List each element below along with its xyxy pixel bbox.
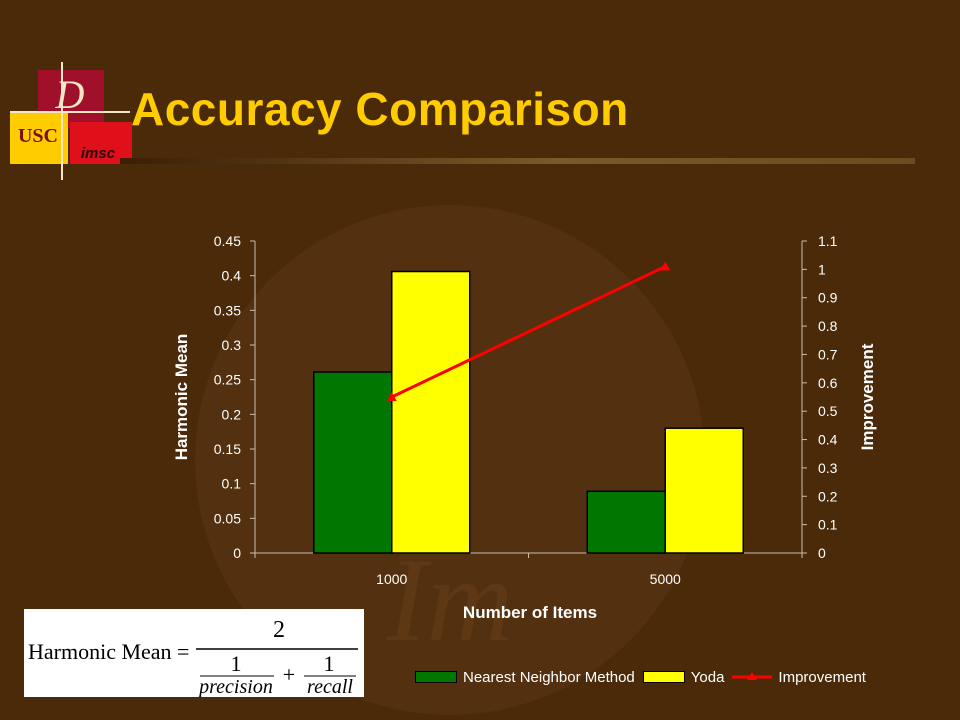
y2-tick-label: 0.9 xyxy=(818,290,838,306)
legend-label-yoda: Yoda xyxy=(690,668,725,686)
bar-nearest-neighbor-method xyxy=(313,371,393,554)
legend-item-improvement: Improvement xyxy=(732,669,866,686)
formula-term1-denominator: precision xyxy=(197,676,273,697)
y2-tick-label: 0.5 xyxy=(818,403,838,419)
usc-imsc-logo: D USC imsc xyxy=(10,62,132,180)
bar-nearest-neighbor-method xyxy=(586,490,666,554)
x-tick-label: 5000 xyxy=(650,571,681,587)
y2-axis-title: Improvement xyxy=(858,343,877,450)
y2-tick-label: 0.7 xyxy=(818,346,838,362)
legend-item-yoda: Yoda xyxy=(642,668,725,686)
slide-title: Accuracy Comparison xyxy=(131,83,629,135)
formula-svg: Harmonic Mean = 2 1 precision + 1 recall xyxy=(28,617,358,698)
axis-text: 0 0.05 0.1 0.15 0.2 0.25 0.3 0.35 0.4 0.45 0 0.1 0.2… xyxy=(172,233,877,622)
formula-lhs: Harmonic Mean = xyxy=(28,639,189,664)
y2-tick-label: 1 xyxy=(818,261,826,277)
y-tick-label: 0.05 xyxy=(214,510,241,526)
x-tick-label: 1000 xyxy=(376,571,407,587)
bars xyxy=(313,270,744,554)
chart-legend: Nearest Neighbor Method Yoda Improvement xyxy=(415,668,874,686)
logo-red-block xyxy=(70,122,132,164)
harmonic-mean-formula: Harmonic Mean = 2 1 precision + 1 recall xyxy=(24,609,364,698)
legend-swatch-yoda xyxy=(642,671,685,683)
legend-label-nearest-neighbor: Nearest Neighbor Method xyxy=(463,668,635,686)
watermark-text: Im xyxy=(386,533,514,666)
improvement-point xyxy=(386,392,397,401)
y-tick-label: 0.45 xyxy=(214,233,241,249)
y-tick-label: 0.15 xyxy=(214,441,241,457)
y2-tick-label: 0.6 xyxy=(818,375,838,391)
legend-label-improvement: Improvement xyxy=(778,668,866,686)
legend-item-nearest-neighbor: Nearest Neighbor Method xyxy=(415,669,635,686)
y-tick-label: 0.1 xyxy=(222,476,242,492)
logo-monogram: D xyxy=(55,72,85,117)
y-tick-label: 0.3 xyxy=(222,337,242,353)
improvement-line xyxy=(386,261,671,401)
y2-tick-label: 0 xyxy=(818,545,826,561)
bar-yoda xyxy=(664,427,744,554)
logo-usc-text: USC xyxy=(18,125,58,147)
y-tick-label: 0.4 xyxy=(222,268,242,284)
formula-numerator: 2 xyxy=(273,617,285,643)
y-axis-title: Harmonic Mean xyxy=(172,334,191,461)
y2-tick-label: 0.1 xyxy=(818,517,838,533)
formula-term1-numerator: 1 xyxy=(231,651,242,676)
y-tick-label: 0.25 xyxy=(214,372,241,388)
y2-tick-label: 0.4 xyxy=(818,432,838,448)
logo-imsc-text: imsc xyxy=(81,145,116,162)
y-tick-label: 0.2 xyxy=(222,406,242,422)
y2-tick-label: 1.1 xyxy=(818,233,838,249)
x-axis-title: Number of Items xyxy=(463,603,597,622)
y2-tick-label: 0.8 xyxy=(818,318,838,334)
formula-term2-denominator: recall xyxy=(307,676,353,697)
legend-swatch-improvement xyxy=(732,672,773,680)
improvement-series-line xyxy=(391,265,666,399)
formula-term2-numerator: 1 xyxy=(324,651,335,676)
improvement-point xyxy=(660,261,671,271)
y2-tick-label: 0.3 xyxy=(818,460,838,476)
y-tick-label: 0.35 xyxy=(214,302,241,318)
bar-yoda xyxy=(391,270,471,554)
title-underline xyxy=(120,158,915,164)
formula-plus: + xyxy=(283,662,295,687)
y2-tick-label: 0.2 xyxy=(818,488,838,504)
y-tick-label: 0 xyxy=(233,545,241,561)
legend-swatch-nearest-neighbor xyxy=(415,671,457,683)
logo-gold-block xyxy=(10,112,68,164)
